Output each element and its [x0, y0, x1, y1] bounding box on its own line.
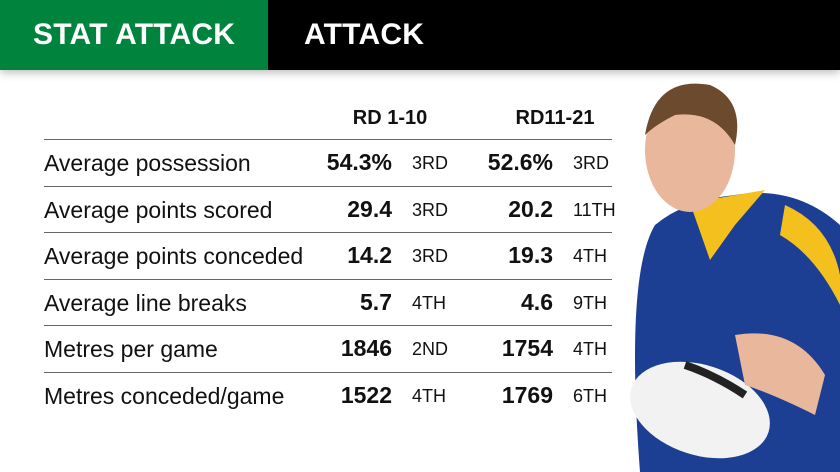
rd1-10-value: 1846 [340, 335, 392, 361]
rd11-21-value: 1754 [501, 335, 553, 361]
rd11-21-rank: 6TH [573, 385, 608, 406]
rd11-21-rank: 3RD [573, 153, 610, 173]
table-row: Average line breaks 5.7 4TH 4.6 9TH [44, 278, 612, 326]
stat-label: Average possession [44, 150, 251, 176]
rd1-10-value: 14.2 [347, 242, 392, 268]
rd11-21-rank: 9TH [573, 292, 608, 313]
rd1-10-value: 1522 [340, 381, 392, 408]
rd1-10-value: 5.7 [360, 288, 392, 315]
rd11-21-value: 20.2 [508, 195, 553, 222]
table-row: Average possession 54.3% 3RD 52.6% 3RD [44, 139, 612, 186]
stat-label: Average points scored [44, 196, 273, 223]
stat-label: Metres conceded/game [44, 382, 285, 409]
table-row: Metres per game 1846 2ND 1754 4TH [44, 325, 612, 372]
table-row: Average points conceded 14.2 3RD 19.3 4T… [44, 232, 612, 279]
section-tag [0, 0, 268, 70]
rd11-21-value: 19.3 [508, 242, 553, 268]
rd1-10-value: 54.3% [326, 149, 392, 175]
rd1-10-rank: 3RD [412, 153, 449, 173]
player-photo [630, 83, 840, 472]
page-title: ATTACK [304, 18, 425, 51]
rd11-21-rank: 11TH [573, 199, 616, 220]
table-row: Average points scored 29.4 3RD 20.2 11TH [44, 185, 616, 233]
section-label: STAT ATTACK [33, 18, 236, 51]
stat-label: Metres per game [44, 336, 218, 362]
rd11-21-value: 52.6% [487, 149, 553, 175]
rd1-10-rank: 3RD [412, 199, 449, 220]
rd11-21-rank: 4TH [573, 246, 608, 266]
rd1-10-rank: 3RD [412, 246, 449, 266]
rd1-10-rank: 2ND [412, 339, 449, 359]
rd11-21-value: 4.6 [521, 288, 553, 315]
rd1-10-value: 29.4 [347, 195, 392, 222]
rd1-10-rank: 4TH [412, 385, 447, 406]
stat-label: Average line breaks [44, 289, 247, 316]
header-bar: STAT ATTACK ATTACK [0, 0, 840, 70]
column-header-rd1-10: RD 1-10 [352, 107, 428, 129]
stat-label: Average points conceded [44, 243, 304, 269]
rd11-21-rank: 4TH [573, 339, 608, 359]
rd11-21-value: 1769 [501, 381, 553, 408]
table-row: Metres conceded/game 1522 4TH 1769 6TH [44, 371, 612, 419]
rd1-10-rank: 4TH [412, 292, 447, 313]
column-header-rd11-21: RD11-21 [515, 107, 595, 129]
